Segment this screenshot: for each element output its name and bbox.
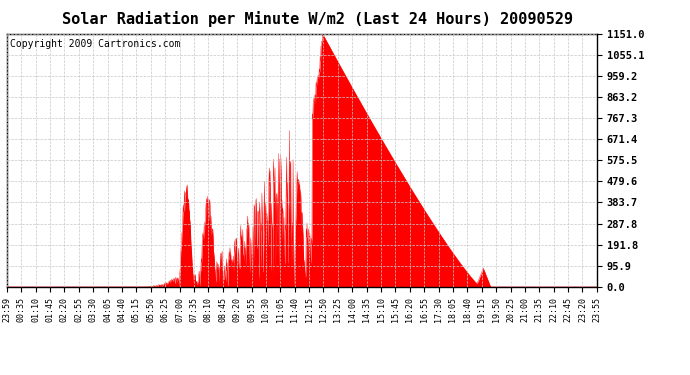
Text: Solar Radiation per Minute W/m2 (Last 24 Hours) 20090529: Solar Radiation per Minute W/m2 (Last 24…: [62, 11, 573, 27]
Text: Copyright 2009 Cartronics.com: Copyright 2009 Cartronics.com: [10, 39, 180, 49]
